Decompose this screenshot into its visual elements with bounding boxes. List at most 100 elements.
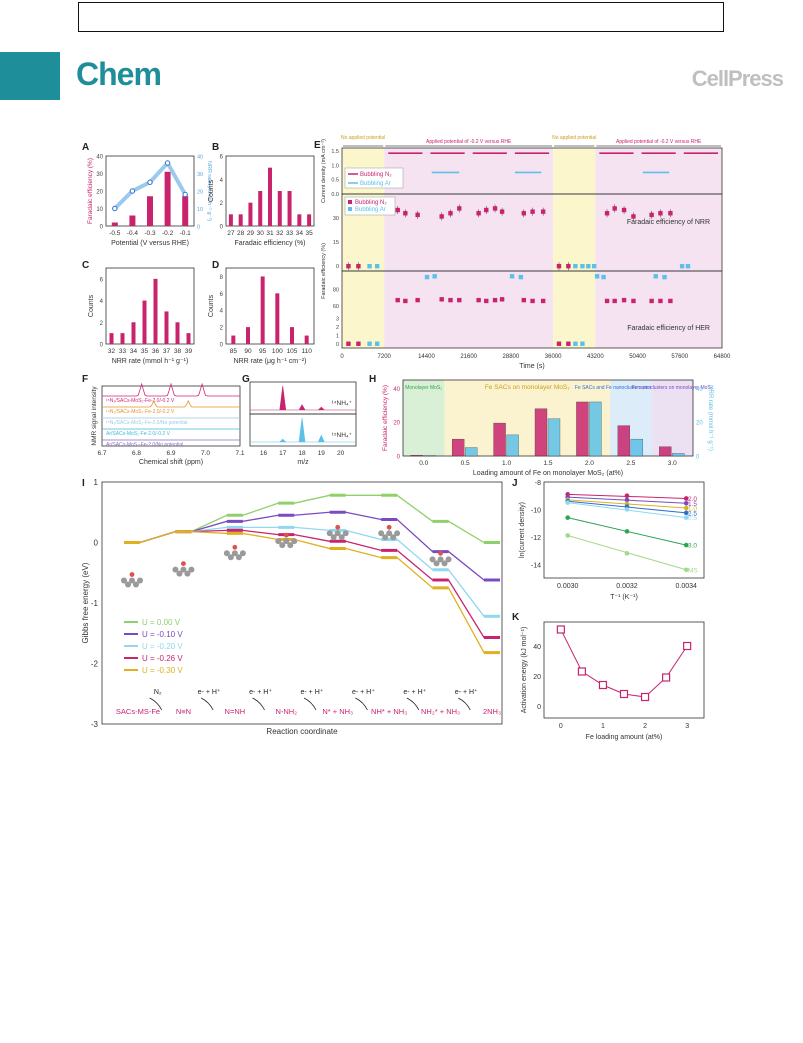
structure-fe-atom [438,550,443,556]
panel-e-subplot-frame [341,270,723,349]
reaction-step-label: N* + NH₃ [322,707,353,716]
structure-atom [429,556,436,563]
panel-letter-e: E [314,140,321,151]
n2-fe-marker [621,207,627,213]
data-point [624,497,630,503]
series-label: 1.5 [688,501,697,508]
y-axis-label: Faradaic efficiency (%) [87,158,94,224]
y-tick-label: 20 [96,190,103,196]
x-tick-label: 28 [237,230,245,237]
loading-region-label: Fe nanoclusters on monolayer MoS₂ [632,385,713,391]
n2-fe-marker [457,206,462,211]
y-tick-label: 40 [96,155,103,161]
y-tick-label: 20 [393,421,400,427]
y-tick-label: -14 [531,562,541,569]
x-tick-label: 28800 [503,354,520,360]
series-label: MS [688,567,698,574]
y-tick-label: 1.0 [331,163,339,169]
ar-her-marker [374,341,380,346]
region-label: Applied potential of -0.2 V versus RHE [616,139,702,145]
y2-axis-label: NRR rate (mmol h⁻¹ g⁻¹) [707,385,713,451]
structure-atom [279,542,286,549]
x-tick-label: 21600 [460,354,477,360]
x-tick-label: -0.3 [144,230,156,237]
count-bar [260,276,265,344]
y-tick-label: -2 [91,660,99,669]
structure-atom [386,530,393,537]
y-tick-label: 4 [220,178,224,184]
loading-bar [506,434,519,457]
count-bar [231,335,236,344]
count-bar [258,191,263,226]
x-tick-label: 0.0032 [616,583,638,590]
x-tick-label: 18 [298,450,306,457]
loading-bar [576,401,589,457]
n2-her-marker [631,298,636,304]
y2-tick-label: 40 [197,155,203,161]
structure-atom [291,538,298,545]
count-bar [120,333,125,344]
count-bar [246,327,250,344]
x-tick-label: 1.0 [502,460,511,467]
x-tick-label: 19 [318,450,326,457]
legend-label-ar: Bubbling Ar [355,207,386,213]
activation-energy-point [619,689,629,699]
panel-e-chart: E No applied potential Applied potential o… [314,135,731,370]
loading-bar [464,447,478,457]
loading-bar [534,408,548,457]
count-bar [275,293,280,344]
nrr-rate-point [112,205,118,212]
data-point [683,542,689,548]
x-tick-label: 85 [230,348,238,355]
n2-her-marker [346,341,351,346]
y-tick-label: 1 [94,478,99,487]
n2-fe-marker [346,263,351,269]
count-bar [307,214,312,226]
y-tick-label: 3 [336,316,339,322]
data-point [565,515,571,520]
ar-fe-marker [367,263,372,269]
count-bar [277,191,282,226]
x-tick-label: 0.0030 [557,583,579,590]
x-tick-label: 34 [296,230,304,237]
ar-her-marker [518,274,524,280]
region-label: Applied potential of -0.2 V versus RHE [426,139,512,145]
time-region [384,148,554,348]
panel-i-chart: I 1 0 -1 -2 -3 U = 0.00 V U = -0.10 V U = -0.20 … [81,478,503,736]
n2-her-marker [668,298,673,304]
n2-her-marker [621,297,627,303]
nmr-trace-label: ¹⁵N₂/SACs-MoS₂-Fe-2.0/-0.2 V [106,398,175,404]
n2-fe-marker [668,211,673,216]
structure-atom [390,534,397,541]
activation-energy-point [577,667,586,676]
publisher-logo: CellPress [691,66,784,91]
y-axis-label: NMR signal intensity [91,386,98,446]
x-tick-label: 0 [340,354,344,360]
count-bar [186,333,191,344]
energy-profile [124,529,500,639]
loading-bar [589,401,602,457]
n2-her-marker [649,298,654,304]
reaction-arrow-label: N₂ [154,689,162,696]
reaction-step-label: SACs-MS-Fe [116,707,160,716]
ar-her-marker [662,274,667,280]
header-box [78,2,724,32]
fe-bar [129,215,136,226]
y2-tick-label: 40 [696,387,703,393]
y-tick-label: 1 [336,333,339,339]
x-tick-label: 27 [227,230,235,237]
x-tick-label: 1.5 [543,460,552,467]
structure-atom [334,530,341,537]
data-point [683,505,689,511]
data-point [683,567,689,573]
data-point [624,529,630,534]
n2-fe-marker [521,211,526,216]
y-tick-label: 2 [220,201,224,207]
y-tick-label: 30 [333,216,339,222]
panel-letter-g: G [242,374,250,385]
data-point [565,533,571,538]
structure-atom [441,560,448,567]
x-tick-label: 105 [287,348,298,355]
n2-fe-marker [530,209,535,214]
x-tick-label: 34 [130,348,138,355]
